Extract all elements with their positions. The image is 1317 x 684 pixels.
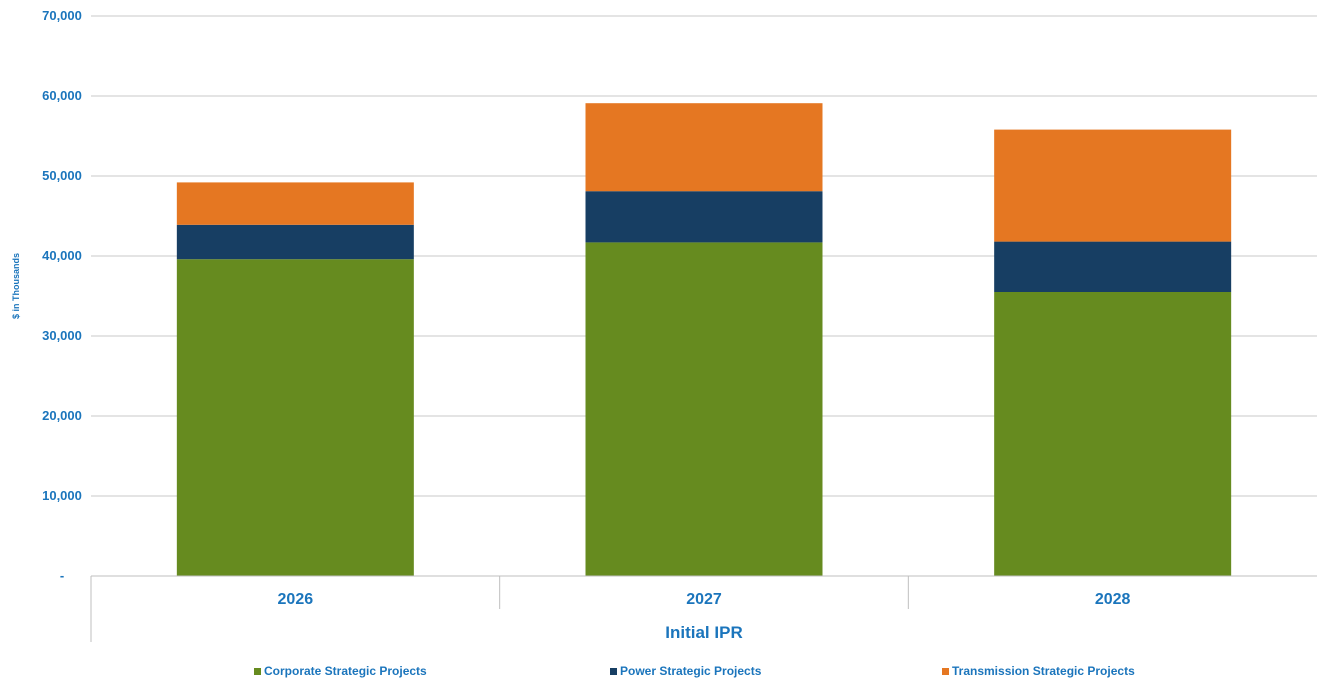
y-tick-label: 30,000 — [42, 328, 82, 343]
legend-swatch — [254, 667, 261, 675]
bar-transmission-strategic-projects-2027 — [585, 103, 823, 192]
x-category-label: 2026 — [278, 591, 314, 608]
bars — [176, 103, 1232, 576]
y-tick-label: 70,000 — [42, 8, 82, 23]
y-tick-label: - — [60, 568, 64, 583]
legend-label: Transmission Strategic Projects — [952, 664, 1135, 678]
legend-label: Corporate Strategic Projects — [264, 664, 427, 678]
legend-label: Power Strategic Projects — [620, 664, 762, 678]
y-axis-label: $ in Thousands — [11, 253, 21, 319]
legend-item: Power Strategic Projects — [610, 664, 761, 678]
y-tick-label: 60,000 — [42, 88, 82, 103]
bar-power-strategic-projects-2028 — [994, 241, 1232, 292]
bar-power-strategic-projects-2026 — [176, 224, 414, 260]
axes — [90, 575, 1317, 642]
legend: Corporate Strategic Projects Power Strate… — [0, 664, 1317, 684]
x-category-label: 2028 — [1095, 591, 1131, 608]
bar-corporate-strategic-projects-2028 — [994, 292, 1232, 576]
x-category-label: 2027 — [686, 591, 722, 608]
y-tick-labels: - 10,000 20,000 30,000 40,000 50,000 60,000 70,… — [42, 8, 82, 583]
bar-corporate-strategic-projects-2026 — [176, 259, 414, 576]
legend-swatch — [942, 667, 949, 675]
y-tick-label: 10,000 — [42, 488, 82, 503]
group-label: Initial IPR — [665, 623, 742, 642]
bar-transmission-strategic-projects-2026 — [176, 182, 414, 225]
legend-item: Corporate Strategic Projects — [254, 664, 427, 678]
bar-corporate-strategic-projects-2027 — [585, 242, 823, 576]
legend-item: Transmission Strategic Projects — [942, 664, 1135, 678]
bar-transmission-strategic-projects-2028 — [994, 129, 1232, 242]
stacked-bar-chart: - 10,000 20,000 30,000 40,000 50,000 60,000 70,… — [11, 8, 1317, 642]
category-labels: 2026 2027 2028 — [278, 591, 1131, 608]
bar-power-strategic-projects-2027 — [585, 191, 823, 243]
y-tick-label: 50,000 — [42, 168, 82, 183]
y-tick-label: 20,000 — [42, 408, 82, 423]
y-tick-label: 40,000 — [42, 248, 82, 263]
legend-swatch — [610, 667, 617, 675]
